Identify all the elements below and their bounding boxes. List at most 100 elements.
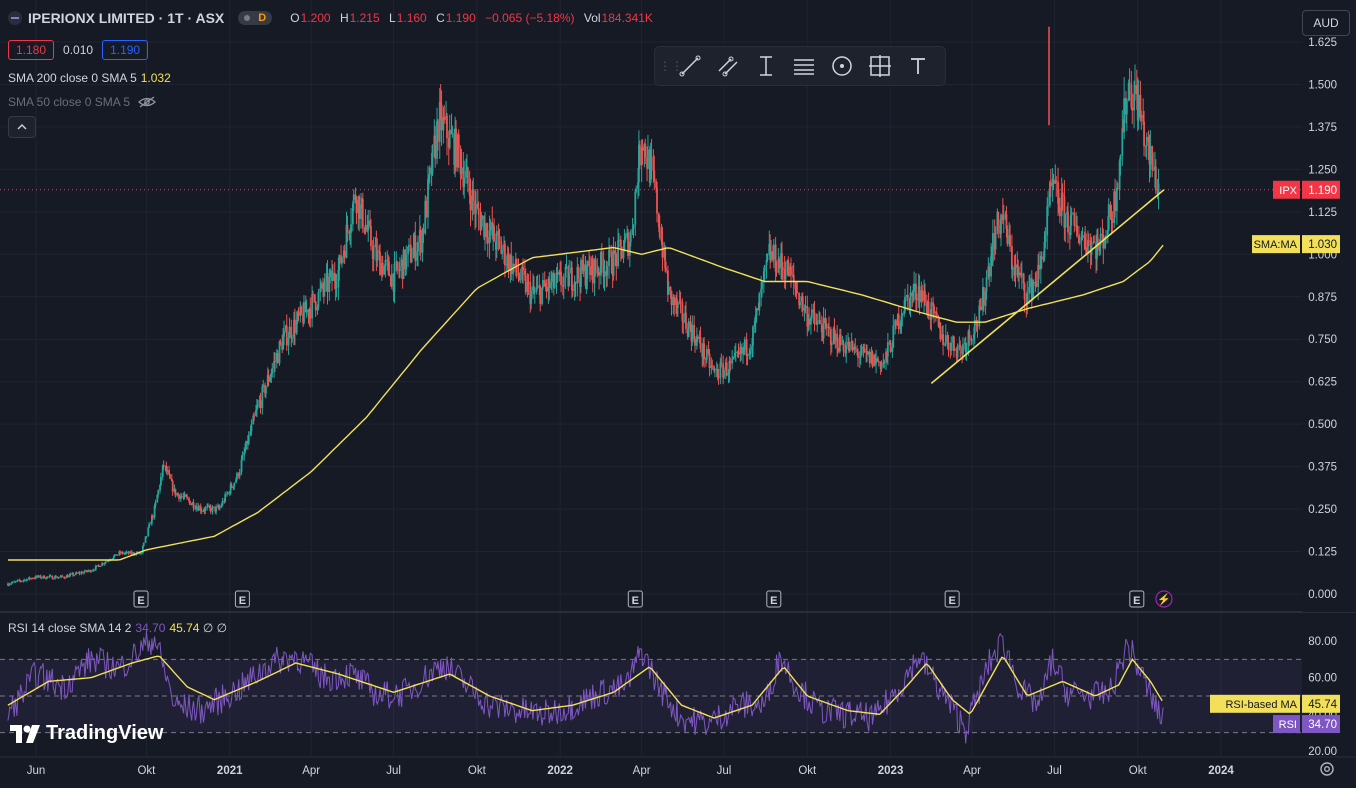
candle-body xyxy=(1096,238,1098,259)
candle-body xyxy=(156,494,159,503)
candle-body xyxy=(618,239,620,241)
trend-line-icon[interactable] xyxy=(671,47,709,85)
candle-body xyxy=(276,353,279,364)
candle-body xyxy=(1081,235,1084,237)
candle-body xyxy=(342,250,345,258)
candle-body xyxy=(8,583,11,585)
candle-body xyxy=(517,271,520,277)
parallel-channel-icon[interactable] xyxy=(709,47,747,85)
candle-body xyxy=(581,260,584,272)
candle-body xyxy=(816,320,819,325)
candle-body xyxy=(1011,267,1014,270)
candle-body xyxy=(396,261,399,270)
tradingview-logo-text: TradingView xyxy=(46,722,164,744)
grid-lines xyxy=(0,0,1302,757)
sma200-legend[interactable]: SMA 200 close 0 SMA 5 1.032 xyxy=(8,71,171,85)
currency-selector[interactable]: AUD xyxy=(1302,10,1350,36)
candle-body xyxy=(897,314,900,330)
candle-body xyxy=(363,227,366,233)
chevron-up-icon xyxy=(17,124,27,130)
candle-body xyxy=(978,305,981,327)
delayed-data-badge: D xyxy=(258,12,267,24)
candle-body xyxy=(894,320,897,326)
candle-body xyxy=(169,474,171,479)
candle-body xyxy=(434,135,437,159)
candle-body xyxy=(221,500,224,506)
candle-body xyxy=(724,362,727,371)
candle-body xyxy=(293,319,295,338)
candle-body xyxy=(417,242,419,252)
candle-body xyxy=(43,575,46,579)
candle-body xyxy=(361,198,364,228)
candle-body xyxy=(1115,187,1118,211)
candle-body xyxy=(1018,272,1021,276)
crosshair-box-icon[interactable] xyxy=(861,47,899,85)
price-axis-tick: 1.625 xyxy=(1308,37,1337,49)
last-price-name-tag: IPX xyxy=(1279,185,1297,197)
ohlc-readout: O1.200 H1.215 L1.160 C1.190 −0.065 (−5.1… xyxy=(290,11,659,25)
candle-body xyxy=(442,117,445,131)
candle-body xyxy=(638,144,640,183)
candle-body xyxy=(824,317,827,324)
candle-body xyxy=(518,276,521,280)
candle-body xyxy=(183,494,186,497)
collapse-legend-button[interactable] xyxy=(8,116,36,138)
candle-body xyxy=(868,351,871,364)
candle-body xyxy=(784,273,787,280)
candle-body xyxy=(443,117,446,120)
time-axis-tick: Okt xyxy=(468,765,487,777)
candle-body xyxy=(1040,255,1043,260)
sell-button[interactable]: 1.180 xyxy=(8,40,55,60)
sma200-label: SMA 200 close 0 SMA 5 xyxy=(8,71,137,85)
sma50-legend[interactable]: SMA 50 close 0 SMA 5 xyxy=(8,95,156,109)
candle-body xyxy=(1058,204,1060,208)
data-status-pill[interactable]: D xyxy=(238,11,273,25)
horizontal-lines-icon[interactable] xyxy=(785,47,823,85)
price-axis-tick: 0.500 xyxy=(1308,419,1337,431)
candle-body xyxy=(161,464,164,477)
symbol-title[interactable]: IPERIONX LIMITED · 1T · ASX xyxy=(28,10,225,26)
target-icon[interactable] xyxy=(823,47,861,85)
candle-body xyxy=(480,219,483,231)
candle-body xyxy=(1122,128,1125,133)
candle-body xyxy=(568,272,571,287)
candle-body xyxy=(410,258,413,262)
measure-icon[interactable] xyxy=(747,47,785,85)
drag-handle-icon[interactable]: ⋮⋮ xyxy=(659,59,683,73)
candle-body xyxy=(448,129,451,148)
candle-body xyxy=(548,278,551,288)
candle-body xyxy=(303,301,305,323)
candle-body xyxy=(1093,241,1096,243)
text-icon[interactable] xyxy=(899,47,937,85)
hidden-eye-icon[interactable] xyxy=(138,96,156,108)
candle-body xyxy=(380,262,383,276)
rsi-legend[interactable]: RSI 14 close SMA 14 2 34.70 45.74 ∅ ∅ xyxy=(8,621,227,635)
candle-body xyxy=(640,147,643,166)
candle-body xyxy=(279,341,282,343)
candle-body xyxy=(676,302,679,308)
candle-body xyxy=(882,362,885,364)
candle-body xyxy=(660,237,663,242)
candle-body xyxy=(551,272,553,283)
candle-body xyxy=(775,271,778,273)
buy-button[interactable]: 1.190 xyxy=(102,40,149,60)
candle-body xyxy=(224,494,227,502)
candle-body xyxy=(1023,283,1026,300)
tradingview-logo[interactable]: TradingView xyxy=(10,722,163,745)
candle-body xyxy=(65,575,68,579)
candle-body xyxy=(696,336,699,339)
candle-body xyxy=(364,224,367,233)
candle-body xyxy=(1149,145,1152,165)
candle-body xyxy=(732,357,734,360)
settings-gear-icon[interactable] xyxy=(1318,760,1336,778)
sma200-value: 1.032 xyxy=(140,71,171,85)
candle-body xyxy=(472,189,475,201)
candle-body xyxy=(195,506,198,509)
candle-body xyxy=(908,297,911,309)
candle-body xyxy=(687,321,690,337)
time-axis-tick: Okt xyxy=(798,765,817,777)
candle-body xyxy=(45,578,47,580)
candle-body xyxy=(22,580,25,582)
candle-body xyxy=(839,334,842,345)
